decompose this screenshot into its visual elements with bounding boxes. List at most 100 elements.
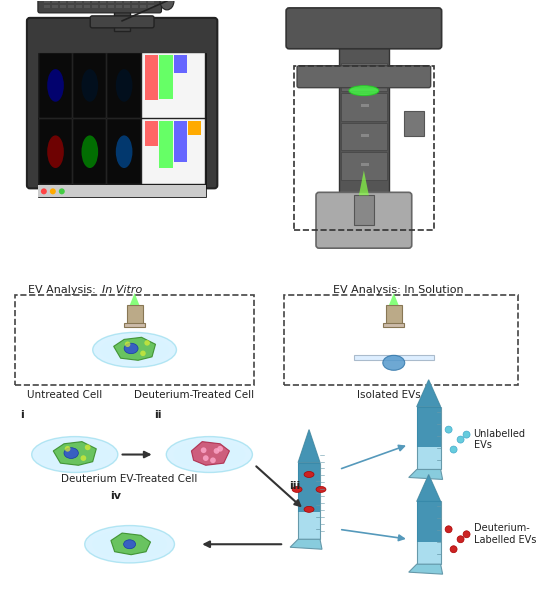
Ellipse shape: [383, 355, 405, 370]
Circle shape: [450, 546, 457, 553]
Bar: [44, 0, 50, 3]
Text: EV Analysis: In Solution: EV Analysis: In Solution: [333, 285, 464, 295]
Polygon shape: [408, 469, 443, 479]
Text: iv: iv: [110, 491, 121, 502]
Bar: [361, 163, 369, 166]
Bar: [147, 5, 153, 8]
Bar: [92, 5, 98, 8]
Bar: [108, 5, 114, 8]
Bar: [173, 121, 187, 162]
Text: ii: ii: [155, 410, 162, 420]
Bar: [39, 53, 72, 118]
Ellipse shape: [124, 540, 136, 549]
Bar: [124, 322, 145, 327]
Bar: [39, 119, 72, 185]
Circle shape: [41, 188, 47, 194]
Circle shape: [59, 188, 65, 194]
Circle shape: [65, 446, 71, 452]
Ellipse shape: [116, 69, 132, 102]
Circle shape: [201, 447, 206, 453]
Bar: [124, 0, 130, 3]
Ellipse shape: [304, 506, 314, 512]
Ellipse shape: [304, 471, 314, 477]
Bar: [140, 0, 146, 3]
Bar: [341, 152, 387, 180]
Polygon shape: [111, 533, 151, 555]
Bar: [417, 502, 440, 564]
Polygon shape: [408, 564, 443, 574]
Bar: [145, 55, 158, 100]
Polygon shape: [359, 171, 369, 195]
Bar: [147, 0, 153, 3]
Polygon shape: [389, 293, 399, 305]
Circle shape: [463, 531, 470, 538]
Ellipse shape: [93, 332, 177, 367]
Polygon shape: [114, 338, 156, 361]
Text: iii: iii: [289, 482, 300, 491]
Circle shape: [445, 426, 452, 433]
Ellipse shape: [64, 448, 78, 459]
Ellipse shape: [124, 343, 138, 354]
Bar: [100, 0, 105, 3]
FancyBboxPatch shape: [316, 192, 412, 248]
Bar: [298, 462, 320, 512]
Bar: [68, 5, 74, 8]
Bar: [52, 0, 58, 3]
Text: Unlabelled
EVs: Unlabelled EVs: [474, 429, 526, 450]
Ellipse shape: [47, 136, 64, 168]
Circle shape: [50, 188, 56, 194]
Ellipse shape: [349, 86, 379, 96]
Ellipse shape: [31, 437, 118, 473]
Circle shape: [145, 340, 150, 345]
Polygon shape: [298, 430, 320, 462]
Bar: [361, 103, 369, 106]
Polygon shape: [298, 430, 320, 462]
Bar: [108, 53, 141, 118]
Bar: [108, 119, 141, 185]
Circle shape: [214, 448, 219, 454]
Circle shape: [85, 445, 91, 450]
Bar: [341, 93, 387, 120]
Text: Isolated EVs: Isolated EVs: [357, 390, 421, 400]
Ellipse shape: [82, 136, 98, 168]
Bar: [115, 0, 121, 3]
Circle shape: [457, 436, 464, 443]
Bar: [73, 53, 107, 118]
Bar: [76, 5, 82, 8]
Bar: [341, 123, 387, 151]
Bar: [294, 66, 434, 231]
Polygon shape: [417, 380, 440, 407]
Text: Untreated Cell: Untreated Cell: [27, 390, 103, 400]
Circle shape: [203, 455, 209, 461]
Ellipse shape: [292, 486, 302, 492]
Bar: [114, 6, 130, 31]
Bar: [38, 185, 206, 197]
Ellipse shape: [166, 437, 252, 473]
Bar: [131, 0, 137, 3]
Bar: [76, 0, 82, 3]
Bar: [68, 0, 74, 3]
Bar: [384, 322, 404, 327]
FancyBboxPatch shape: [38, 0, 162, 13]
Bar: [354, 195, 374, 225]
Text: In Vitro: In Vitro: [102, 285, 142, 295]
Polygon shape: [417, 380, 440, 407]
Bar: [92, 0, 98, 3]
Bar: [361, 74, 369, 77]
Bar: [159, 55, 173, 99]
Circle shape: [125, 341, 130, 347]
Text: i: i: [20, 410, 24, 420]
Polygon shape: [192, 442, 230, 465]
Bar: [124, 5, 130, 8]
Ellipse shape: [92, 529, 167, 559]
Bar: [298, 462, 320, 539]
Bar: [115, 5, 121, 8]
Bar: [100, 5, 105, 8]
Bar: [188, 121, 201, 135]
Bar: [84, 0, 90, 3]
FancyBboxPatch shape: [27, 18, 217, 188]
Circle shape: [457, 536, 464, 543]
Ellipse shape: [82, 69, 98, 102]
Text: Deuterium-Treated Cell: Deuterium-Treated Cell: [134, 390, 254, 400]
Bar: [140, 5, 146, 8]
